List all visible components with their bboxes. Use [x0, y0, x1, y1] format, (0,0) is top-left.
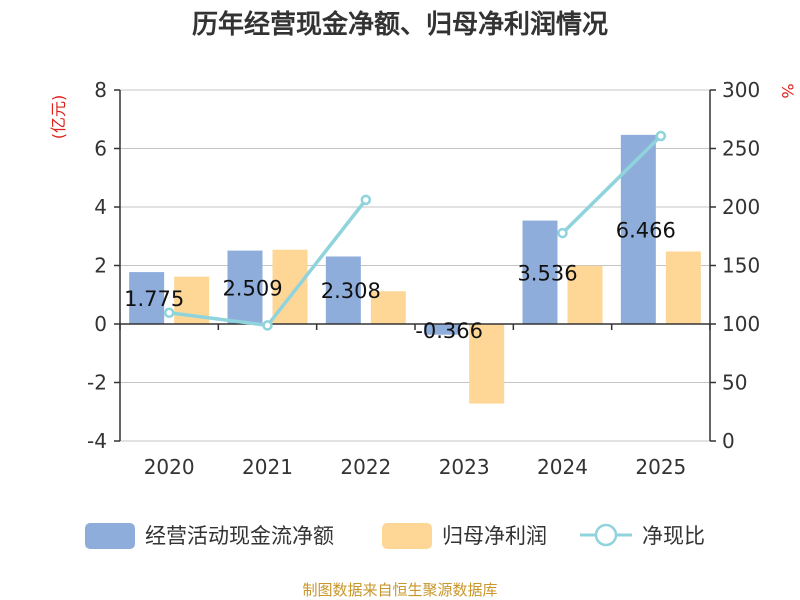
bar [620, 134, 656, 324]
ratio-line-segment [266, 198, 368, 327]
right-axis-unit: % [778, 83, 797, 98]
x-tick-label: 2025 [635, 455, 686, 479]
x-tick-label: 2020 [144, 455, 195, 479]
bar-data-label: 2.308 [321, 279, 381, 303]
left-axis-unit: (亿元) [49, 95, 68, 140]
bar-data-label: 1.775 [124, 287, 184, 311]
legend-swatch [85, 523, 135, 549]
legend-label: 经营活动现金流净额 [145, 524, 334, 548]
right-tick-label: 50 [722, 371, 747, 395]
ratio-point [262, 320, 273, 331]
x-tick-label: 2022 [340, 455, 391, 479]
left-tick-label: 6 [94, 137, 107, 161]
bar [129, 272, 165, 324]
bar [370, 291, 406, 324]
legend-label: 净现比 [642, 524, 705, 548]
legend-label: 归母净利润 [442, 524, 547, 548]
bar [665, 251, 701, 324]
ratio-line-segment [168, 311, 268, 328]
bar [522, 220, 558, 324]
x-tick-label: 2021 [242, 455, 293, 479]
ratio-point [655, 130, 667, 142]
right-tick-label: 250 [722, 137, 760, 161]
bar [424, 324, 460, 335]
bar [325, 256, 361, 324]
left-tick-label: -4 [87, 429, 107, 453]
x-tick-label: 2023 [439, 455, 490, 479]
legend-item[interactable]: 经营活动现金流净额 [85, 523, 334, 549]
bar-data-label: 3.536 [517, 261, 577, 285]
bars [129, 134, 701, 404]
tick-labels: -4 -2 0 2 4 6 8 0 50 100 150 200 250 300 2020 2021 2022 2… [87, 78, 760, 479]
legend-swatch [382, 523, 432, 549]
x-tick-label: 2024 [537, 455, 588, 479]
bar [567, 265, 603, 324]
data-labels: 1.775 2.509 2.308 -0.366 3.536 6.466 [124, 218, 676, 343]
source-note: 制图数据来自恒生聚源数据库 [302, 581, 497, 599]
bar-data-label: 2.509 [222, 276, 282, 300]
bar-data-label: -0.366 [415, 319, 483, 343]
bar [227, 250, 263, 324]
chart-title: 历年经营现金净额、归母净利润情况 [192, 9, 608, 40]
legend[interactable]: 经营活动现金流净额 归母净利润 净现比 [85, 523, 705, 549]
bar-data-label: 6.466 [616, 218, 676, 242]
right-tick-label: 100 [722, 312, 760, 336]
ratio-line-segment [561, 134, 663, 235]
ratio-line [163, 130, 667, 331]
ratio-point [163, 307, 175, 319]
right-tick-label: 200 [722, 195, 760, 219]
ratio-point [360, 194, 372, 206]
legend-item[interactable]: 归母净利润 [382, 523, 547, 549]
left-tick-label: 2 [94, 254, 107, 278]
ratio-point [557, 227, 568, 239]
left-tick-label: 4 [94, 195, 107, 219]
right-tick-label: 300 [722, 78, 760, 102]
legend-item[interactable]: 净现比 [580, 523, 705, 548]
left-tick-label: 8 [94, 78, 107, 102]
right-tick-label: 150 [722, 254, 760, 278]
legend-marker [594, 523, 618, 547]
left-tick-label: 0 [94, 312, 107, 336]
bar [469, 324, 505, 404]
right-tick-label: 0 [722, 429, 735, 453]
axes [114, 89, 716, 442]
left-tick-label: -2 [87, 371, 107, 395]
